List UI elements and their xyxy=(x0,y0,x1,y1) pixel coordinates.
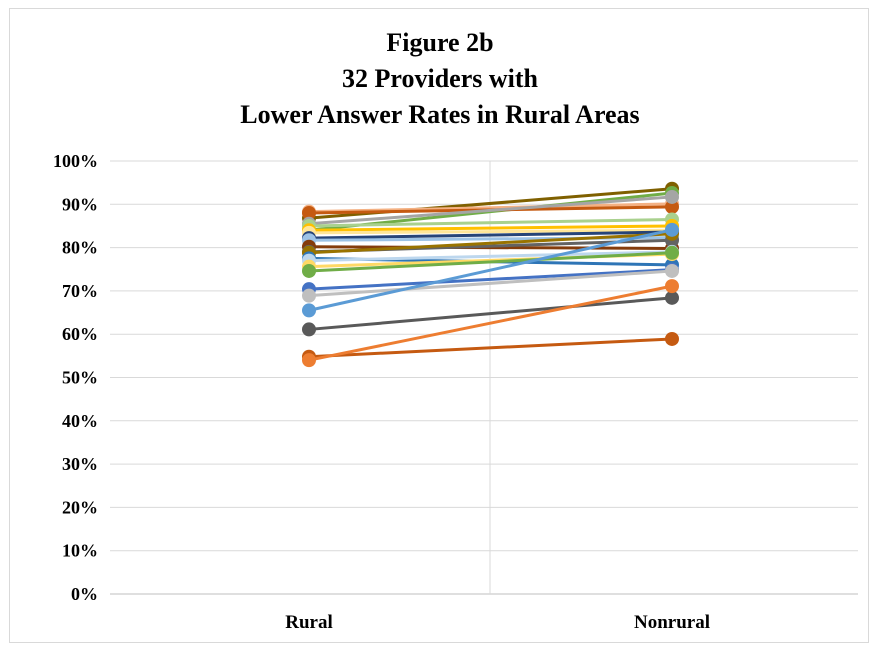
series-line xyxy=(308,296,673,331)
chart-frame xyxy=(9,8,869,643)
data-point xyxy=(665,279,679,294)
y-tick-label: 60% xyxy=(62,324,98,344)
series-line xyxy=(308,245,673,250)
data-point xyxy=(665,290,679,305)
gridlines xyxy=(110,160,858,595)
y-tick-label: 30% xyxy=(62,454,98,474)
series-layer xyxy=(302,181,679,368)
series-line xyxy=(308,337,673,359)
series-line xyxy=(308,284,673,362)
y-tick-label: 100% xyxy=(53,151,98,171)
data-point xyxy=(302,205,316,220)
y-tick-label: 50% xyxy=(62,368,98,388)
chart-title-line-1: Figure 2b xyxy=(386,28,494,57)
y-tick-label: 10% xyxy=(62,541,98,561)
y-tick-label: 20% xyxy=(62,497,98,517)
series xyxy=(302,245,679,278)
chart-title-line-3: Lower Answer Rates in Rural Areas xyxy=(240,100,640,129)
series-line xyxy=(308,250,673,263)
series-line xyxy=(308,228,673,235)
series-line xyxy=(308,224,673,232)
data-point xyxy=(665,199,679,214)
series-line xyxy=(308,269,673,298)
series xyxy=(302,222,679,318)
data-point xyxy=(665,222,679,237)
series-line xyxy=(308,217,673,228)
series-line xyxy=(308,230,673,240)
series-line xyxy=(308,195,673,226)
series xyxy=(302,290,679,337)
series-line xyxy=(308,228,673,312)
data-point xyxy=(302,263,316,278)
series-line xyxy=(308,202,673,214)
series xyxy=(302,263,679,303)
data-point xyxy=(302,353,316,368)
data-point xyxy=(665,263,679,278)
chart-title-line-2: 32 Providers with xyxy=(342,64,538,93)
y-tick-label: 80% xyxy=(62,238,98,258)
x-tick-label: Nonrural xyxy=(634,612,710,633)
series-line xyxy=(308,232,673,255)
data-point xyxy=(665,331,679,346)
data-point xyxy=(665,189,679,204)
y-axis-tick-labels: 0% 10% 20% 30% 40% 50% 60% 70% 80% 90% 100% xyxy=(53,151,98,604)
y-tick-label: 0% xyxy=(71,584,98,604)
data-point xyxy=(302,303,316,318)
data-point xyxy=(302,288,316,303)
y-tick-label: 70% xyxy=(62,281,98,301)
series-line xyxy=(308,251,673,273)
series xyxy=(302,279,679,368)
x-axis-tick-labels: Rural Nonrural xyxy=(285,612,710,633)
series-line xyxy=(308,268,673,291)
x-tick-label: Rural xyxy=(285,612,333,633)
data-point xyxy=(665,245,679,260)
y-tick-label: 90% xyxy=(62,194,98,214)
y-tick-label: 40% xyxy=(62,411,98,431)
data-point xyxy=(302,322,316,337)
